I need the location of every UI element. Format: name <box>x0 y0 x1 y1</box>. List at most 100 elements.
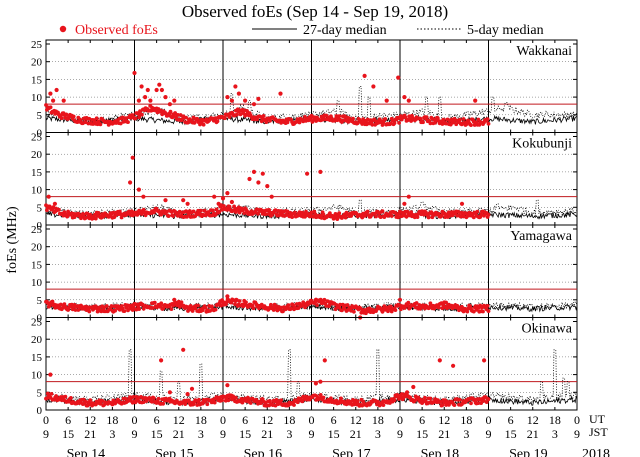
observed-point <box>338 302 342 307</box>
observed-point <box>251 306 256 311</box>
observed-point <box>485 304 490 308</box>
y-tick-label: 0 <box>37 128 43 140</box>
observed-point <box>59 116 64 121</box>
observed-point <box>136 98 141 103</box>
x-tick-jst: 15 <box>62 427 74 441</box>
y-tick-label: 25 <box>31 39 43 51</box>
observed-point <box>343 215 348 220</box>
observed-point <box>184 115 189 120</box>
observed-point <box>486 121 491 126</box>
x-tick-jst: 9 <box>132 427 138 441</box>
observed-point <box>362 73 367 78</box>
y-tick-label: 10 <box>31 92 43 104</box>
observed-point <box>71 114 76 119</box>
observed-point <box>152 396 156 400</box>
x-tick-jst: 15 <box>416 427 428 441</box>
x-day-label: Sep 17 <box>332 447 371 457</box>
y-tick-label: 10 <box>31 277 43 289</box>
observed-point <box>45 301 50 305</box>
observed-point <box>286 303 291 308</box>
observed-point <box>402 201 407 206</box>
observed-point <box>193 306 198 311</box>
observed-point <box>409 210 413 215</box>
observed-point <box>264 120 269 124</box>
observed-point <box>393 308 398 312</box>
observed-point <box>185 214 189 219</box>
panel-wakkanai: 0 5 10 15 20 25 Wakkanai <box>31 39 578 140</box>
observed-point <box>188 304 193 308</box>
observed-point <box>435 116 440 120</box>
median5-line <box>45 86 578 124</box>
observed-point <box>48 91 53 96</box>
y-tick-label: 10 <box>31 185 43 197</box>
y-tick-label: 20 <box>31 242 43 254</box>
observed-point <box>278 91 283 96</box>
observed-point <box>50 299 55 304</box>
x-tick-jst: 15 <box>239 427 251 441</box>
observed-point <box>130 155 135 160</box>
observed-point <box>197 397 201 402</box>
observed-point <box>482 358 487 363</box>
observed-point <box>293 210 297 215</box>
observed-point <box>415 215 420 220</box>
x-tick-ut: 6 <box>242 413 248 427</box>
observed-point <box>159 358 164 363</box>
observed-point <box>365 209 370 214</box>
observed-point <box>140 212 144 216</box>
observed-point <box>269 194 274 199</box>
legend-median27-label: 27-day median <box>303 23 387 38</box>
observed-point <box>441 117 446 122</box>
x-tick-ut: 6 <box>508 413 514 427</box>
observed-point <box>132 70 137 76</box>
x-tick-ut: 18 <box>283 413 295 427</box>
observed-point <box>364 311 368 316</box>
observed-point <box>64 112 69 117</box>
observed-point <box>424 115 429 120</box>
observed-point <box>159 212 164 217</box>
x-tick-ut: 0 <box>574 413 580 427</box>
y-tick-label: 20 <box>31 57 43 69</box>
observed-point <box>72 215 77 220</box>
observed-point <box>67 399 71 404</box>
observed-point <box>48 105 53 110</box>
observed-point <box>458 117 462 122</box>
observed-point <box>139 84 144 89</box>
observed-point <box>227 204 232 209</box>
observed-point <box>163 198 168 203</box>
x-tick-jst: 21 <box>173 427 185 441</box>
observed-point <box>399 392 404 396</box>
observed-point <box>211 208 215 213</box>
x-tick-ut: 18 <box>372 413 384 427</box>
y-tick-label: 25 <box>31 132 43 144</box>
observed-point <box>263 212 268 217</box>
y-tick-label: 5 <box>37 202 43 214</box>
observed-point <box>313 297 318 302</box>
observed-point <box>63 394 68 399</box>
observed-point <box>244 300 248 305</box>
observed-point <box>285 209 290 214</box>
observed-point <box>406 98 411 103</box>
observed-point <box>486 212 491 217</box>
x-tick-jst: 21 <box>527 427 539 441</box>
x-day-label: Sep 18 <box>421 447 460 457</box>
observed-point <box>355 121 360 126</box>
observed-point <box>318 169 323 174</box>
observed-point <box>189 386 195 391</box>
x-tick-ut: 6 <box>419 413 425 427</box>
x-tick-ut: 12 <box>173 413 185 427</box>
x-tick-ut: 12 <box>438 413 450 427</box>
observed-point <box>471 309 476 314</box>
observed-point <box>402 95 407 100</box>
observed-point <box>486 309 491 313</box>
observed-point <box>421 120 425 125</box>
y-tick-label: 0 <box>37 313 43 325</box>
observed-point <box>212 400 217 405</box>
observed-point <box>88 398 93 402</box>
observed-point <box>407 114 412 119</box>
observed-point <box>436 305 441 310</box>
observed-point <box>83 399 88 404</box>
x-axis-ut-label: UT <box>589 412 606 426</box>
observed-point <box>459 304 464 309</box>
observed-point <box>297 120 302 125</box>
observed-point <box>49 392 54 396</box>
